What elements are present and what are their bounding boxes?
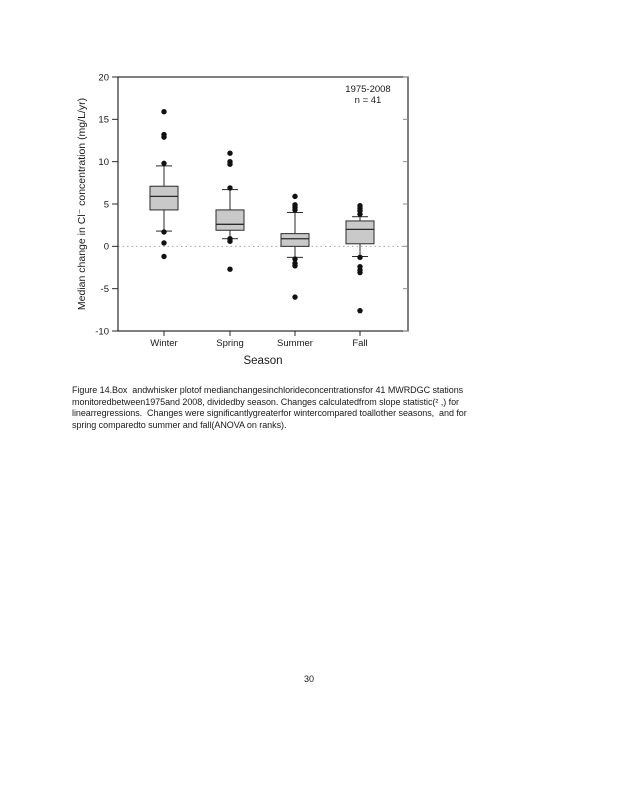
figure-caption: Figure 14.Box andwhisker plotof medianch… bbox=[72, 385, 572, 431]
caption-line: spring comparedto summer and fall(ANOVA … bbox=[72, 419, 287, 430]
outlier-dot-summer bbox=[292, 294, 298, 300]
page-number: 30 bbox=[303, 674, 314, 684]
y-tick-label: -10 bbox=[95, 326, 109, 337]
annotation-years: 1975-2008 bbox=[345, 84, 390, 95]
box-summer bbox=[280, 233, 310, 247]
box-winter bbox=[149, 185, 179, 211]
outlier-dot-winter bbox=[161, 134, 167, 140]
x-tick-label: Spring bbox=[216, 338, 243, 349]
y-tick-label: 5 bbox=[104, 199, 109, 210]
figure-14-boxplot: 20 15 10 5 0 -5 -10 Winter Spring Summer Fall 1975… bbox=[0, 0, 618, 380]
annotation-n: n = 41 bbox=[355, 95, 382, 106]
outlier-dot-summer bbox=[292, 263, 298, 269]
outlier-dot-winter bbox=[161, 109, 167, 115]
outlier-dot-winter bbox=[161, 229, 167, 235]
outlier-dot-fall bbox=[357, 307, 363, 314]
x-tick-label: Winter bbox=[150, 338, 177, 349]
caption-line: monitoredbetween1975and 2008, dividedby … bbox=[72, 396, 459, 407]
y-tick-label: 0 bbox=[104, 242, 109, 253]
outlier-dot-spring bbox=[227, 238, 233, 244]
caption-line: linearregressions. Changes were signific… bbox=[72, 408, 467, 419]
y-tick-label: -5 bbox=[101, 284, 109, 295]
outlier-dot-fall bbox=[357, 211, 363, 217]
box-fall bbox=[345, 220, 375, 245]
outlier-dot-spring bbox=[227, 185, 233, 191]
x-tick-label: Summer bbox=[277, 338, 313, 349]
outlier-dot-summer bbox=[292, 193, 298, 200]
outlier-dot-summer bbox=[292, 256, 298, 262]
outlier-dot-winter bbox=[161, 160, 167, 167]
caption-line: Figure 14.Box andwhisker plotof medianch… bbox=[72, 385, 464, 395]
outlier-dot-spring bbox=[227, 266, 233, 272]
y-tick-label: 10 bbox=[98, 157, 109, 168]
x-tick-label: Fall bbox=[352, 338, 367, 349]
y-axis-label: Median change in Cl⁻ concentration (mg/L… bbox=[76, 98, 88, 310]
x-axis-label: Season bbox=[243, 355, 282, 367]
outlier-dot-fall bbox=[357, 254, 363, 261]
boxplot-svg: 20 15 10 5 0 -5 -10 Winter Spring Summer Fall 1975… bbox=[76, 72, 409, 367]
box-spring bbox=[215, 209, 245, 231]
outlier-dot-winter bbox=[161, 253, 167, 260]
y-tick-label: 20 bbox=[98, 72, 109, 83]
plot-body: 20 15 10 5 0 -5 -10 Winter Spring Summer Fall bbox=[95, 72, 409, 349]
outlier-dot-winter bbox=[161, 240, 167, 246]
outlier-dot-spring bbox=[227, 150, 233, 156]
outlier-dot-summer bbox=[292, 207, 298, 213]
outlier-dot-spring bbox=[227, 161, 233, 167]
y-tick-label: 15 bbox=[98, 115, 109, 126]
outlier-dot-fall bbox=[357, 269, 363, 276]
